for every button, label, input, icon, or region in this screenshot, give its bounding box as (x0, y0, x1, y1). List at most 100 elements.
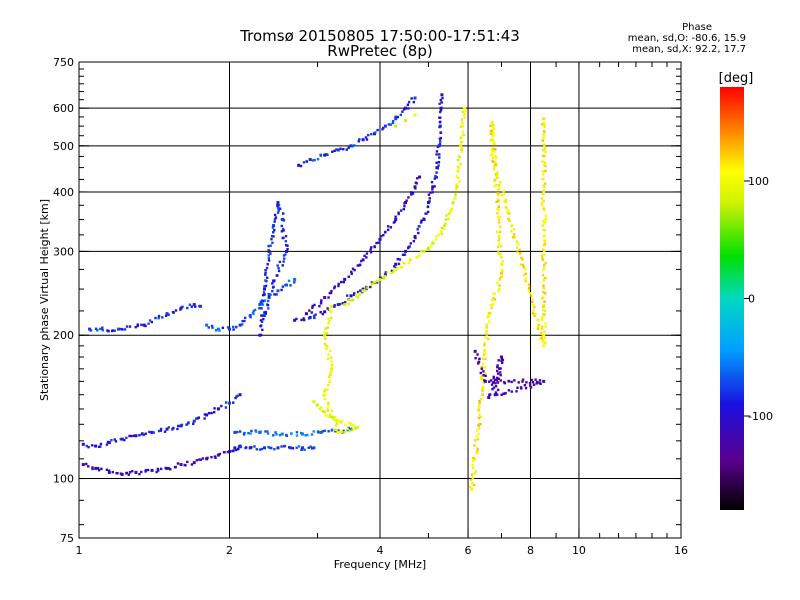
data-point (495, 184, 498, 187)
data-point (128, 434, 131, 438)
data-point (532, 303, 535, 307)
data-point (284, 234, 288, 238)
data-point (169, 468, 172, 471)
data-point (492, 147, 495, 151)
data-point (281, 212, 285, 215)
data-point (116, 471, 119, 475)
data-point (308, 309, 311, 312)
data-point (301, 446, 305, 450)
data-point (250, 429, 253, 433)
data-point (473, 444, 476, 447)
y-tick-label: 200 (53, 329, 74, 342)
data-point (273, 228, 276, 232)
data-point (500, 393, 503, 397)
data-point (461, 133, 464, 137)
data-point (543, 309, 546, 312)
data-point (483, 343, 486, 347)
data-point (272, 279, 276, 283)
data-point (333, 304, 336, 307)
data-point (326, 307, 329, 310)
data-point (486, 315, 489, 319)
data-point (544, 147, 547, 150)
data-point (136, 323, 139, 326)
data-point (542, 219, 545, 223)
data-point (266, 430, 269, 433)
data-point (478, 413, 481, 417)
data-point (87, 465, 90, 468)
data-point (454, 193, 457, 196)
data-point (94, 444, 98, 448)
data-point (492, 124, 495, 128)
data-point (484, 366, 487, 369)
data-point (157, 469, 160, 472)
data-point (224, 401, 228, 404)
data-point (461, 110, 464, 114)
data-point (543, 154, 546, 158)
data-point (267, 307, 270, 310)
data-point (336, 430, 340, 434)
data-point (203, 417, 206, 420)
data-point (543, 125, 546, 128)
data-point (346, 428, 349, 432)
data-point (374, 131, 377, 134)
data-point (542, 243, 546, 247)
data-point (496, 176, 499, 179)
data-point (96, 467, 100, 470)
data-point (477, 427, 481, 430)
data-point (508, 219, 511, 222)
data-point (269, 252, 272, 255)
data-point (286, 247, 289, 251)
data-point (479, 415, 482, 419)
data-point (394, 117, 398, 121)
data-point (410, 258, 413, 261)
data-point (253, 445, 256, 448)
data-point (411, 192, 415, 195)
data-point (493, 298, 497, 301)
data-point (441, 96, 444, 100)
data-point (91, 467, 94, 471)
data-point (410, 193, 413, 196)
data-point (289, 284, 292, 287)
data-point (293, 281, 296, 284)
data-point (261, 303, 264, 306)
data-point (275, 293, 278, 296)
data-point (493, 165, 496, 168)
data-point (138, 434, 141, 437)
data-point (333, 285, 337, 288)
data-point (272, 231, 275, 234)
data-point (407, 261, 411, 265)
data-point (450, 207, 453, 210)
data-point (387, 123, 391, 126)
data-point (276, 446, 280, 450)
data-point (351, 298, 355, 302)
data-point (216, 453, 220, 457)
data-point (536, 380, 539, 384)
data-point (471, 481, 474, 485)
data-point (264, 273, 267, 276)
data-point (344, 423, 347, 426)
data-point (531, 312, 535, 315)
data-point (134, 325, 137, 329)
data-point (487, 314, 491, 318)
data-point (327, 317, 330, 320)
data-point (391, 121, 395, 125)
data-point (309, 445, 312, 448)
data-point (477, 360, 481, 364)
data-point (99, 445, 102, 448)
data-point (504, 391, 507, 395)
data-point (335, 422, 339, 425)
data-point (496, 364, 499, 367)
data-point (435, 153, 438, 156)
data-point (243, 431, 246, 435)
data-point (333, 149, 336, 152)
data-point (259, 430, 262, 433)
data-point (542, 267, 546, 270)
data-point (342, 429, 345, 433)
data-point (228, 449, 231, 453)
data-point (277, 206, 280, 210)
data-point (213, 407, 216, 410)
data-point (496, 198, 500, 201)
data-point (382, 233, 385, 237)
data-point (412, 100, 416, 104)
data-point (473, 439, 477, 442)
